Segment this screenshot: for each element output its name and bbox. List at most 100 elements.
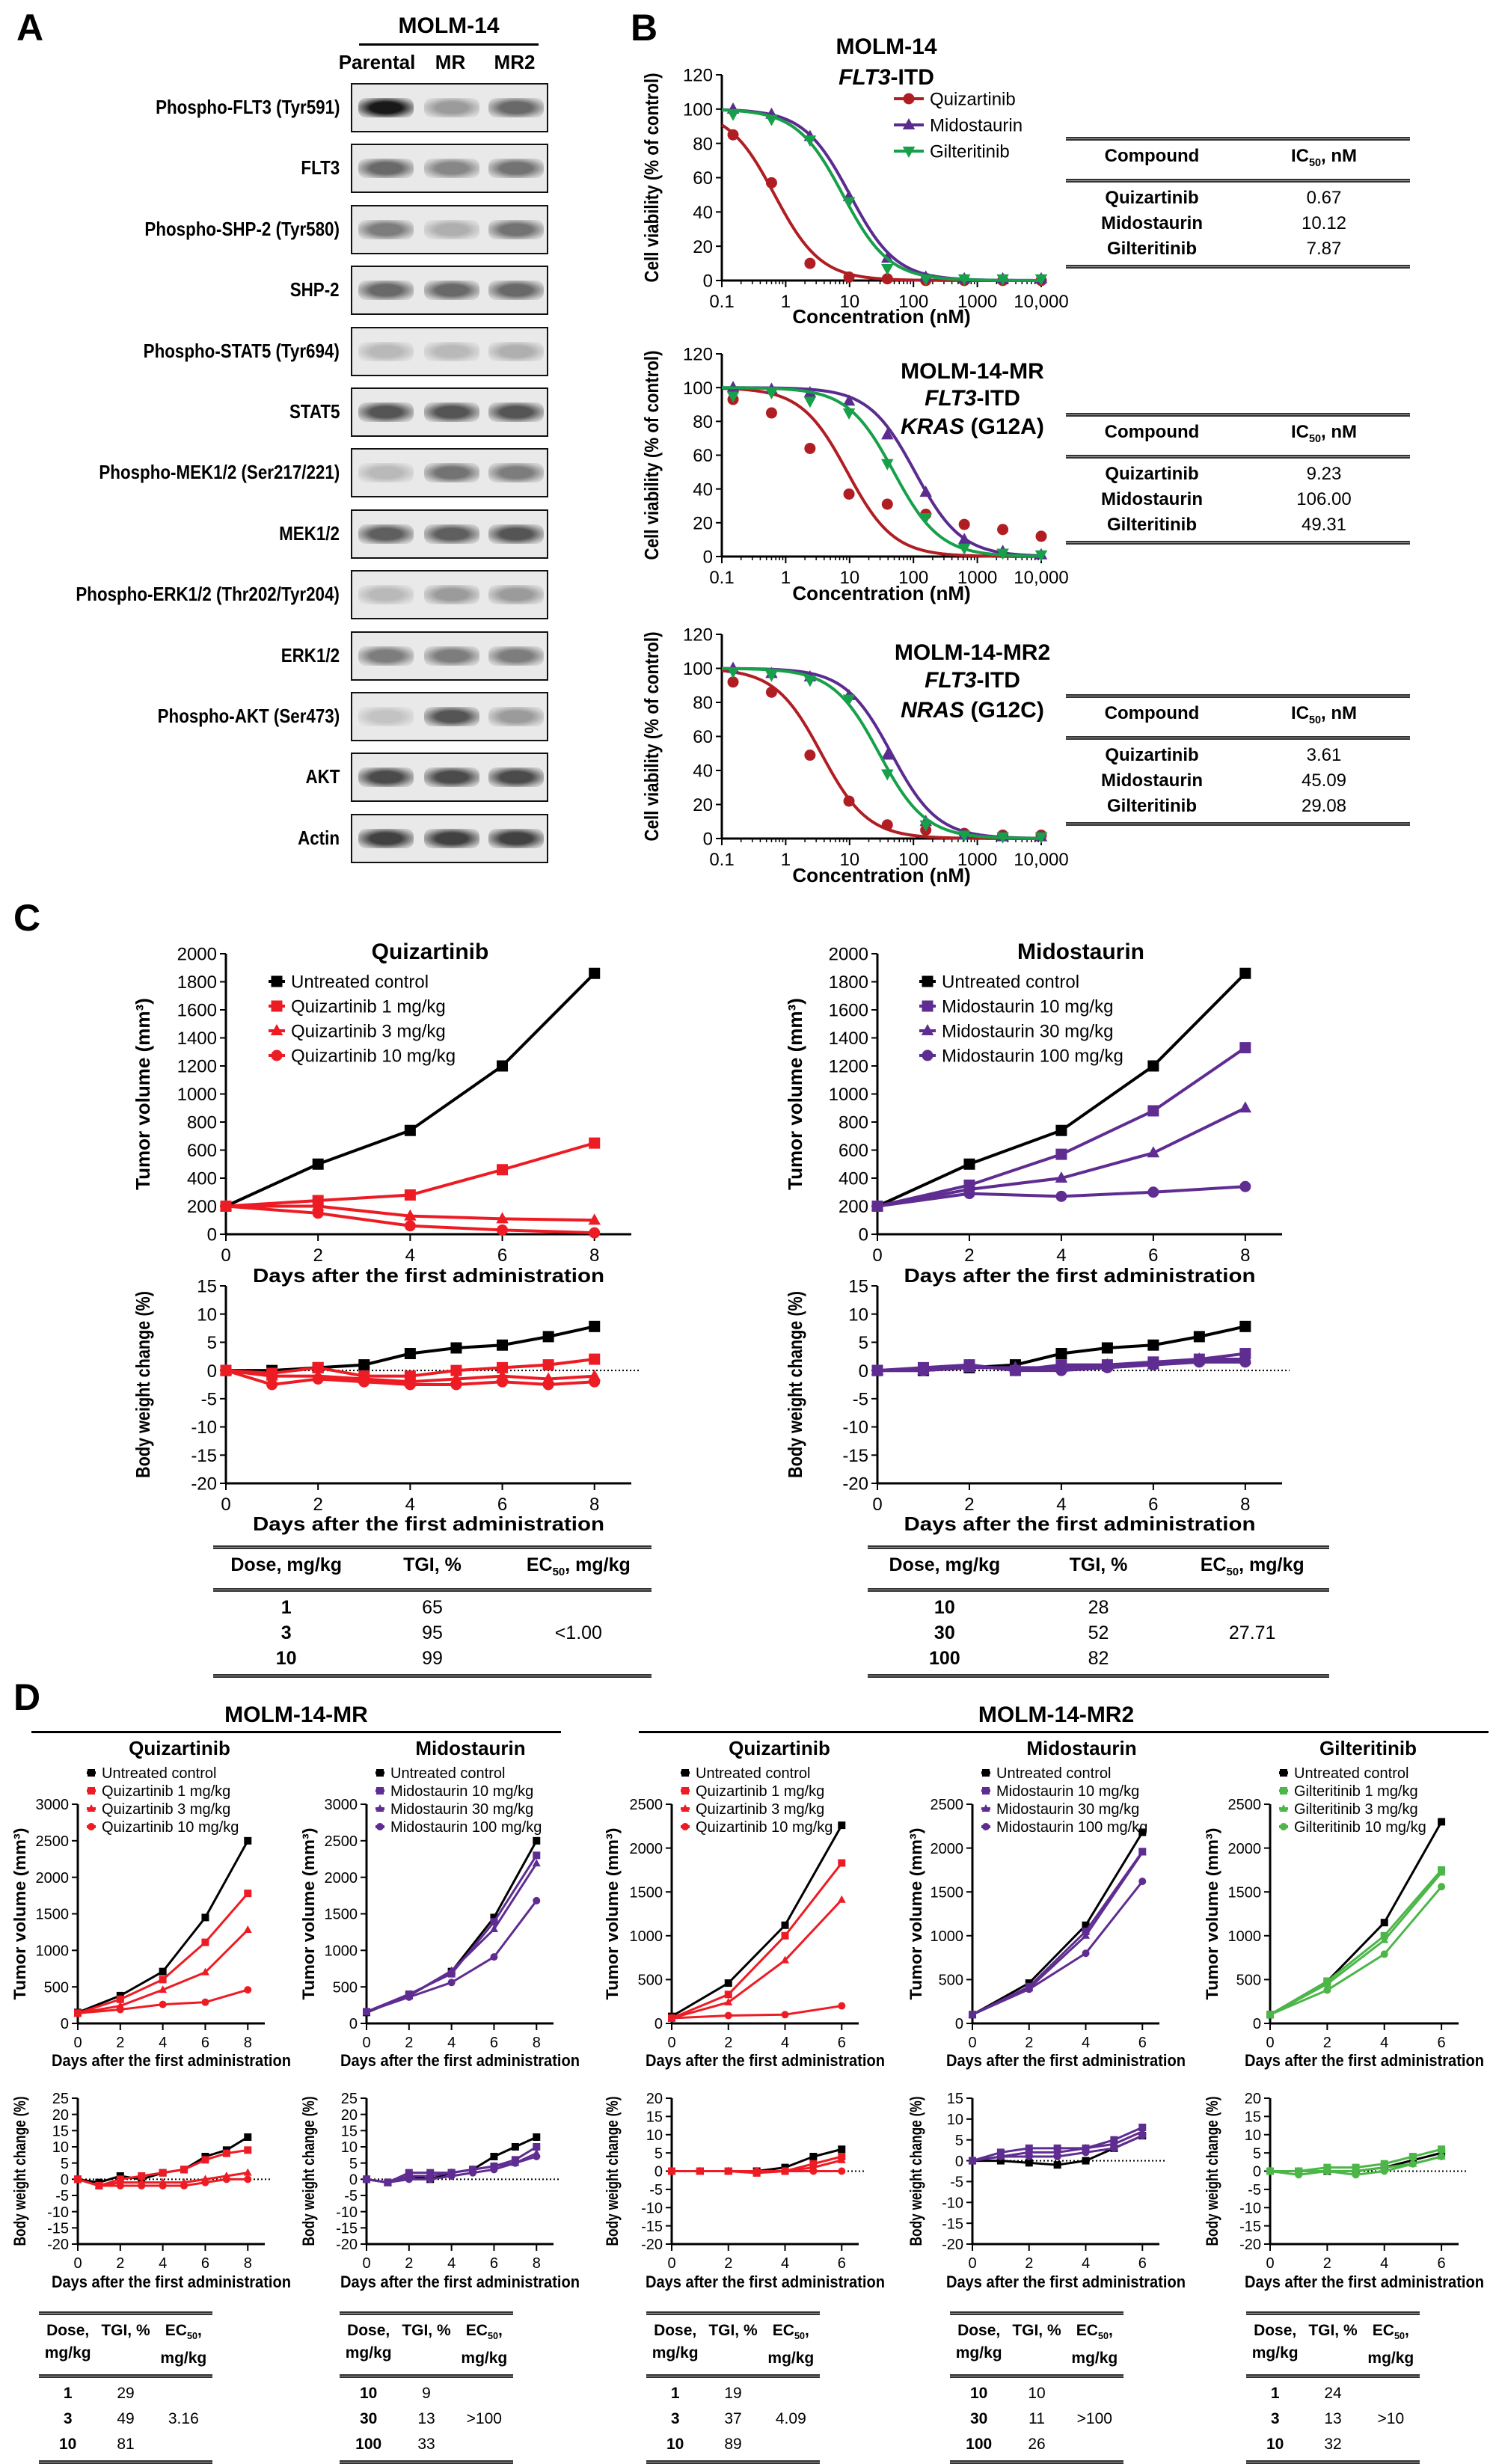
data-point: [1082, 2157, 1090, 2165]
legend-entry: Gilteritinib 10 mg/kg: [1279, 1819, 1426, 1836]
data-point: [244, 2175, 252, 2183]
data-point: [881, 748, 894, 760]
data-point: [1408, 2153, 1417, 2160]
table-cell: 3: [670, 2410, 680, 2428]
x-tick-label: 0: [73, 2255, 82, 2272]
data-point: [384, 2178, 392, 2186]
protein-band: [424, 402, 479, 422]
table-row: Midostaurin 45.09: [1066, 768, 1410, 794]
table-top-rule: [340, 2311, 513, 2315]
table-header-rule: [868, 1588, 1329, 1592]
y-tick-label: -20: [942, 2237, 963, 2253]
header-text: , nM: [1321, 703, 1357, 723]
y-tick-label: 10: [1245, 2127, 1261, 2144]
table-cell: 26: [1028, 2436, 1046, 2454]
table-bottom-rule: [340, 2460, 513, 2464]
data-point: [1055, 1148, 1067, 1160]
x-axis-label: Days after the first administration: [1245, 2051, 1484, 2070]
y-tick-label: 40: [693, 761, 713, 782]
legend-marker: [375, 1804, 384, 1812]
data-point: [1352, 2171, 1360, 2179]
data-point: [957, 533, 971, 545]
y-tick-label: 60: [693, 727, 713, 747]
y-tick-label: -15: [1239, 2219, 1261, 2235]
column-header: Dose, mg/kg: [340, 2315, 397, 2374]
data-point: [726, 391, 740, 403]
data-point: [1380, 1919, 1388, 1927]
column-header: Compound: [1066, 698, 1238, 736]
y-axis-label: Body weight change (%): [603, 2097, 622, 2246]
header-text: mg/kg: [44, 2344, 91, 2362]
column-header: TGI, %: [1022, 1549, 1176, 1588]
y-tick-label: -5: [649, 2182, 663, 2198]
x-axis-label: Days after the first administration: [646, 2273, 885, 2291]
lane-label: MR: [435, 51, 466, 73]
protein-band: [424, 281, 479, 301]
y-tick-label: 1000: [36, 1943, 70, 1960]
x-tick-label: 1000: [957, 568, 997, 588]
x-tick-label: 2: [1323, 2255, 1331, 2272]
y-tick-label: 25: [52, 2091, 69, 2107]
header-text: , nM: [1321, 146, 1357, 166]
x-tick-label: 8: [589, 1495, 599, 1515]
table-cell: [1175, 1646, 1329, 1671]
table-cell: 0.67: [1306, 187, 1342, 208]
header-text: mg/kg: [461, 2350, 508, 2368]
x-tick-label: 6: [497, 1495, 507, 1515]
x-axis-label: Days after the first administration: [1245, 2273, 1484, 2291]
data-point: [1055, 1171, 1068, 1183]
series: [363, 2153, 541, 2186]
western-blot-strip: [351, 631, 548, 681]
legend-marker: [1280, 1769, 1287, 1777]
column-header: EC50, mg/kg: [506, 1549, 652, 1588]
legend-label: Midostaurin: [930, 116, 1023, 136]
column-header: Dose, mg/kg: [950, 2315, 1008, 2374]
y-tick-label: 10: [947, 2112, 963, 2128]
legend-entry: Untreated control: [681, 1765, 810, 1782]
table-header-row: Dose, mg/kg TGI, % EC50, mg/kg: [340, 2315, 513, 2374]
x-axis-label: Days after the first administration: [340, 2273, 580, 2291]
table-cell: 106.00: [1296, 488, 1352, 509]
data-point: [727, 129, 739, 141]
column-header-line: EC50, mg/kg: [506, 1554, 652, 1584]
protein-band: [358, 159, 414, 179]
column-header: TGI, %: [704, 2315, 761, 2374]
legend-label: Midostaurin 10 mg/kg: [996, 1783, 1139, 1800]
y-tick-label: 15: [1245, 2109, 1261, 2126]
y-tick-label: 1000: [829, 1085, 868, 1105]
x-tick-label: 6: [201, 2255, 209, 2272]
header-text: TGI, %: [101, 2322, 150, 2339]
protein-band: [358, 219, 414, 239]
y-tick-label: 1500: [36, 1907, 70, 1923]
table-cell: [506, 1595, 652, 1620]
y-tick-label: -10: [842, 1418, 868, 1438]
x-tick-label: 0.1: [709, 568, 734, 588]
protein-band: [424, 341, 479, 361]
table-top-rule: [1066, 694, 1410, 698]
series: [969, 1828, 1147, 2019]
legend-entry: Midostaurin 100 mg/kg: [919, 1046, 1123, 1067]
table-bottom-rule: [868, 1674, 1329, 1678]
tgi-table: Dose, mg/kg TGI, % EC50, mg/kg 1 24 3 13 >10 10 32: [1246, 2311, 1420, 2464]
x-tick-label: 0: [968, 2035, 976, 2051]
panel-label-a: A: [16, 7, 44, 49]
data-point: [1138, 1828, 1147, 1836]
y-tick-label: 2500: [1228, 1797, 1262, 1813]
table-row: 100 82: [868, 1646, 1329, 1671]
column-header: TGI, %: [397, 2315, 455, 2374]
series: [969, 2132, 1147, 2165]
blot-antibody-label: FLT3: [301, 156, 340, 180]
table-top-rule: [950, 2311, 1123, 2315]
data-point: [533, 2153, 541, 2160]
legend-marker: [1279, 1804, 1288, 1812]
table-header-row: Dose, mg/kg TGI, % EC50, mg/kg: [646, 2315, 820, 2374]
table-cell: Quizartinib: [1105, 187, 1199, 208]
y-tick-label: 0: [955, 2154, 963, 2170]
legend-label: Gilteritinib: [930, 142, 1010, 162]
y-tick-label: 0: [349, 2016, 358, 2032]
chart-title-segment: -ITD: [977, 668, 1020, 693]
legend-label: Quizartinib 10 mg/kg: [291, 1046, 456, 1067]
